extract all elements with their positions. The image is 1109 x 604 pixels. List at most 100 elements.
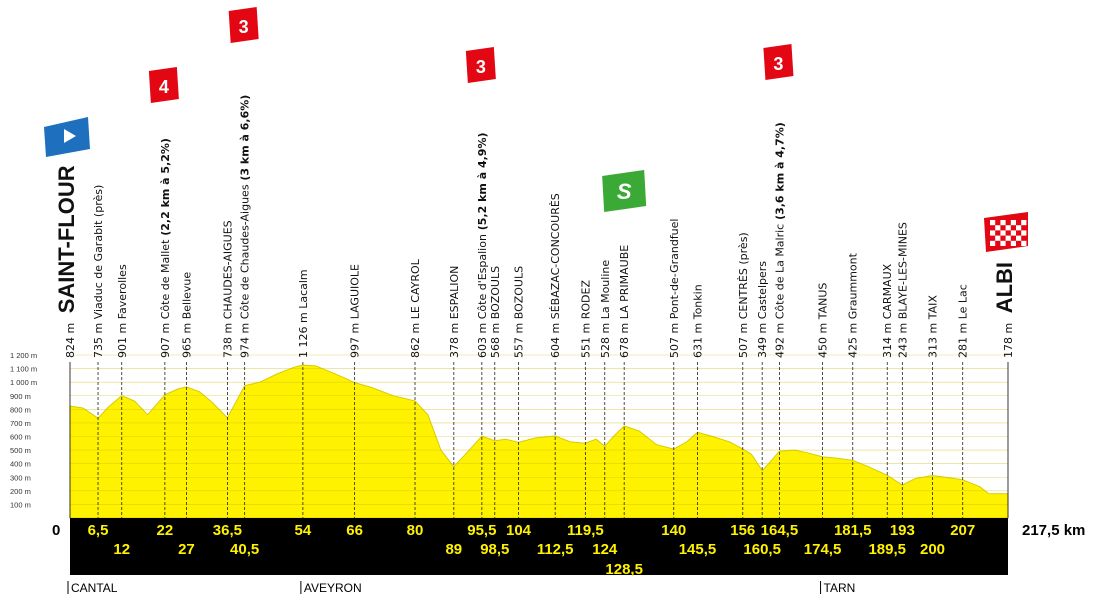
place-name: Faverolles [116,264,129,319]
place-name: CHAUDES-AIGUES [221,220,234,319]
place-label: 678 m LA PRIMAUBE [618,245,631,358]
checker-square [1010,240,1016,246]
place-name: Pont-de-Grandfuel [668,219,681,320]
place-label: 862 m LE CAYROL [409,258,422,358]
badge-flag-shape [228,7,259,43]
sprint-badge: S [602,170,647,212]
place-label: 314 m CARMAUX [881,263,894,358]
km-label: 160,5 [743,541,781,558]
km-label: 104 [506,522,532,539]
place-altitude: 997 m [349,319,362,358]
place-name: LE CAYROL [409,258,422,319]
km-label: 119,5 [567,522,604,539]
place-name: Le Lac [957,284,970,319]
place-name: ALBI [992,262,1017,313]
place-altitude: 824 m [64,319,77,358]
place-label: 735 m Viaduc de Garabit (près) [92,185,105,358]
checker-square [1021,230,1027,236]
altitude-axis: 100 m 200 m 300 m 400 m 500 m 600 m 700 m 800 m… [10,351,37,509]
climb-category-badge: 4 [148,67,179,103]
place-name: Lacalm [297,269,310,308]
place-name: CARMAUX [881,263,894,319]
km-label: 95,5 [467,522,496,539]
km-label: 40,5 [230,541,259,558]
km-band [70,518,1008,575]
place-label: 450 m TANUS [817,283,830,358]
place-label: 281 m Le Lac [957,284,970,358]
checker-square [1000,230,1006,236]
place-name: Viaduc de Garabit (près) [92,185,105,320]
place-label: 313 m TAIX [927,295,940,358]
altitude-gridlines-overlay [70,354,1008,505]
place-label: 974 m Côte de Chaudes-Aigues (3 km à 6,6… [239,95,252,358]
altitude-tick-label: 400 m [10,460,31,469]
place-name: Côte de Chaudes-Aigues [239,184,252,319]
km-label: 207 [950,522,975,539]
sprint-flag-shape [602,170,647,212]
elevation-profile-area [69,364,1009,519]
checker-square [1000,240,1006,246]
place-altitude: 735 m [92,319,105,358]
place-altitude: 450 m [817,319,830,358]
category-badges: 4 3 3 3 S [44,7,1028,252]
km-label: 80 [407,522,424,539]
checker-square [1021,220,1027,226]
km-label: 54 [295,522,312,539]
place-altitude: 965 m [180,319,193,358]
place-altitude: 603 m [476,319,489,358]
place-altitude: 1 126 m [297,309,310,358]
checker-square [1016,225,1022,231]
place-label: 425 m Graummont [847,252,860,358]
place-altitude: 907 m [159,319,172,358]
climb-category-badge: 3 [465,47,496,83]
checker-square [1010,220,1016,226]
place-leader-lines [69,362,1009,518]
climb-details: (3 km à 6,6%) [239,95,252,185]
finish-flag-icon [984,212,1028,252]
altitude-tick-label: 1 200 m [10,351,37,360]
badge-flag-shape [465,47,496,83]
km-label: 27 [178,541,195,558]
place-name: Tonkin [691,284,704,320]
checker-square [990,220,996,226]
place-altitude: 901 m [116,319,129,358]
department-label: CANTAL [71,581,118,595]
checker-square [1005,235,1011,241]
place-name: Graummont [847,252,860,319]
place-altitude: 507 m [668,319,681,358]
place-name: Côte de Mallet [159,239,172,319]
place-label: 901 m Faverolles [116,264,129,358]
place-name: TANUS [817,283,830,321]
place-name: RODEZ [579,280,592,320]
place-label: 551 m RODEZ [579,280,592,358]
checker-square [1021,240,1027,246]
climb-category-badge: 3 [763,44,794,80]
place-name: LAGUIOLE [349,264,362,319]
place-altitude: 507 m [737,319,750,358]
km-label: 22 [157,522,174,539]
place-name: Castelpers [756,261,769,320]
place-labels: 824 m SAINT-FLOUR 735 m Viaduc de Garabit… [54,95,1017,358]
altitude-tick-label: 200 m [10,487,31,496]
checker-square [990,230,996,236]
place-altitude: 378 m [448,319,461,358]
checker-square [990,240,996,246]
altitude-tick-label: 500 m [10,446,31,455]
place-name: BOZOULS [489,266,502,319]
place-name: LA PRIMAUBE [618,245,631,320]
place-name: BLAYE-LES-MINES [896,222,909,319]
badge-flag-shape [763,44,794,80]
start-icon [44,117,90,157]
place-label: 507 m Pont-de-Grandfuel [668,219,681,358]
place-label: 824 m SAINT-FLOUR [54,165,79,358]
km-label: 36,5 [213,522,242,539]
climb-details: (3,6 km à 4,7%) [773,122,786,224]
place-label: 528 m La Mouline [599,260,612,358]
climb-details: (5,2 km à 4,9%) [476,132,489,234]
altitude-tick-label: 1 000 m [10,378,37,387]
km-label: 128,5 [605,561,643,578]
place-altitude: 862 m [409,319,422,358]
km-label: 156 [730,522,755,539]
km-labels: 0 6,5 22 36,5 54 66 80 95,5 104 119,5 140 156 164,5 1… [52,522,975,578]
